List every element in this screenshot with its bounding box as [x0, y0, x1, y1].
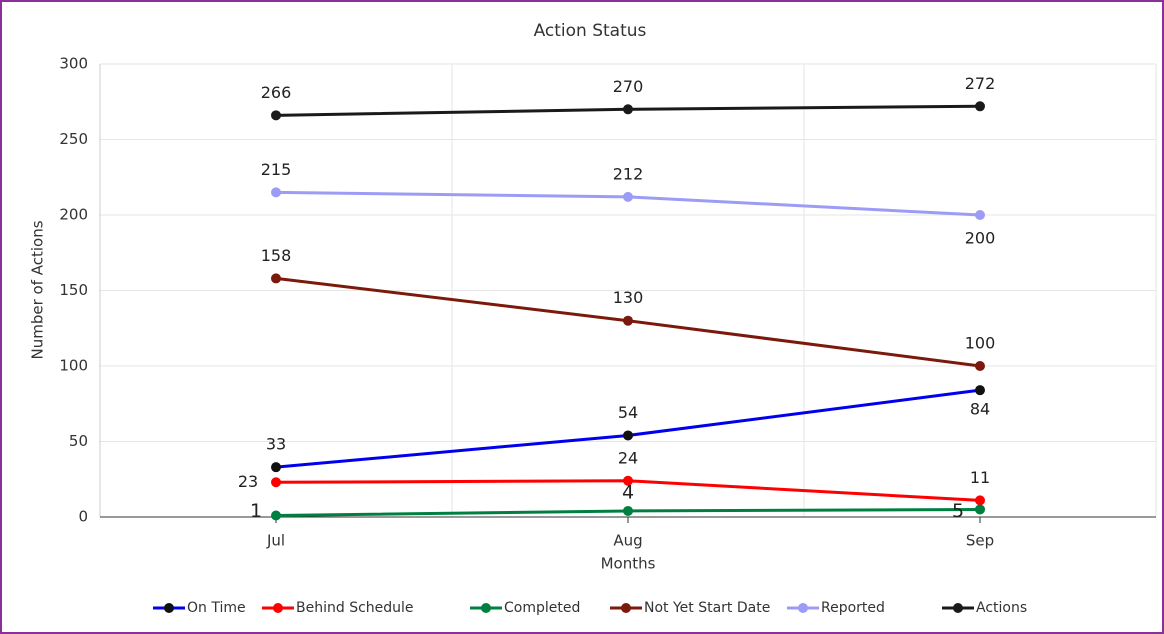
data-point [623, 315, 633, 326]
data-point [975, 504, 985, 515]
data-point [975, 385, 985, 396]
data-label: 1 [250, 500, 262, 522]
legend-marker [164, 603, 174, 613]
y-tick-label: 150 [59, 281, 88, 299]
data-point [623, 191, 633, 202]
legend-label: Completed [504, 600, 580, 616]
data-point [623, 475, 633, 486]
legend-label: Actions [976, 600, 1027, 616]
y-tick-label: 300 [59, 55, 88, 73]
data-point [975, 210, 985, 220]
data-point [271, 187, 281, 198]
data-point [623, 505, 633, 516]
x-axis-label: Months [601, 555, 656, 573]
data-label: 23 [238, 472, 258, 491]
data-label: 270 [613, 77, 644, 96]
legend-marker [798, 603, 808, 613]
data-label: 84 [970, 400, 990, 419]
data-label: 200 [965, 229, 996, 248]
legend-marker [953, 603, 963, 613]
chart-title: Action Status [534, 21, 647, 41]
y-tick-label: 250 [59, 130, 88, 148]
y-tick-label: 100 [59, 357, 88, 375]
data-point [271, 462, 281, 473]
legend-marker [621, 603, 631, 613]
data-label: 212 [613, 164, 644, 183]
data-point [271, 110, 281, 121]
y-tick-label: 0 [78, 508, 88, 526]
data-point [271, 273, 281, 284]
data-label: 100 [965, 334, 996, 353]
x-tick-label: Sep [966, 532, 994, 550]
data-point [271, 510, 281, 521]
legend-label: Not Yet Start Date [644, 600, 770, 616]
data-label: 4 [622, 481, 634, 503]
data-label: 215 [261, 160, 292, 179]
y-axis-label: Number of Actions [29, 220, 47, 359]
data-label: 5 [952, 500, 964, 522]
data-label: 33 [266, 435, 286, 454]
data-point [623, 430, 633, 441]
y-tick-label: 200 [59, 206, 88, 224]
y-tick-label: 50 [69, 432, 88, 450]
data-point [975, 361, 985, 371]
data-label: 158 [261, 246, 292, 265]
legend-label: Behind Schedule [296, 600, 414, 616]
data-label: 130 [613, 288, 644, 307]
data-label: 272 [965, 74, 996, 93]
data-label: 266 [261, 83, 292, 102]
legend-label: Reported [821, 600, 885, 616]
legend-label: On Time [187, 600, 246, 616]
data-point [975, 495, 985, 506]
x-tick-label: Aug [613, 532, 642, 550]
legend-marker [481, 603, 491, 613]
data-label: 11 [970, 468, 990, 487]
legend-marker [273, 603, 283, 613]
data-point [271, 477, 281, 488]
data-label: 54 [618, 403, 638, 422]
data-label: 24 [618, 448, 638, 467]
x-tick-label: Jul [266, 532, 285, 550]
data-point [623, 104, 633, 115]
data-point [975, 101, 985, 112]
